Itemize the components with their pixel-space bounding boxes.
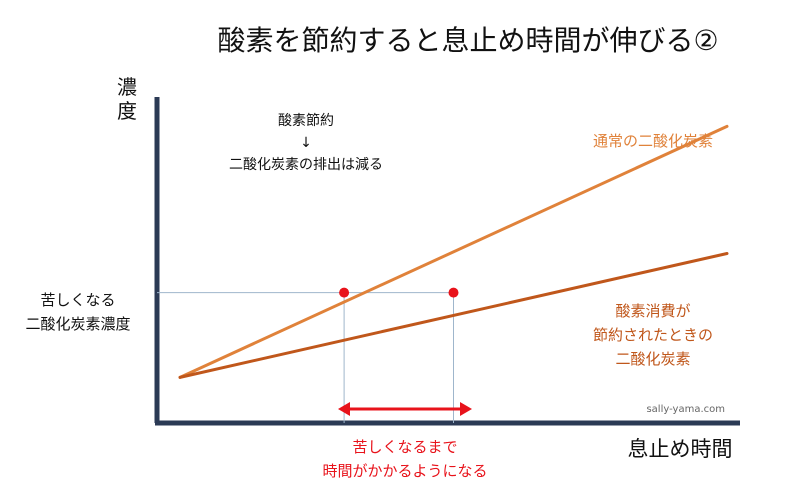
text-line: ↓: [300, 135, 312, 151]
y-axis-label: 濃度: [117, 75, 137, 123]
text-line: 二酸化炭素: [615, 350, 690, 368]
text-line: 酸素節約: [278, 112, 334, 129]
guide-lines: [157, 292, 454, 423]
x-axis-label: 息止め時間: [628, 437, 733, 461]
series-line-1: [178, 124, 729, 379]
intersection-points: [339, 287, 459, 298]
series-line-2: [178, 251, 729, 379]
watermark: sally-yama.com: [646, 404, 725, 415]
data-point-2: [448, 287, 459, 298]
text-line: 節約されたときの: [593, 326, 713, 344]
series-label-normal: 通常の二酸化炭素: [593, 132, 713, 150]
series-label-saved: 酸素消費が節約されたときの二酸化炭素: [593, 302, 713, 368]
text-line: 度: [117, 99, 137, 123]
top-annotation: 酸素節約 ↓ 二酸化炭素の排出は減る: [229, 112, 383, 173]
bottom-annotation: 苦しくなるまで時間がかかるようになる: [322, 438, 487, 480]
text-line: 苦しくなるまで: [352, 438, 457, 456]
duration-arrow: [338, 402, 472, 416]
text-line: 酸素消費が: [615, 302, 690, 320]
text-line: 時間がかかるようになる: [322, 462, 487, 480]
text-line: 二酸化炭素の排出は減る: [229, 156, 383, 173]
chart-title: 酸素を節約すると息止め時間が伸びる②: [217, 24, 718, 57]
text-line: 濃: [117, 75, 137, 99]
data-point-1: [339, 287, 350, 298]
series-lines: [178, 124, 729, 379]
threshold-label: 苦しくなる二酸化炭素濃度: [25, 291, 130, 333]
text-line: 二酸化炭素濃度: [25, 315, 130, 333]
text-line: 苦しくなる: [40, 291, 115, 309]
